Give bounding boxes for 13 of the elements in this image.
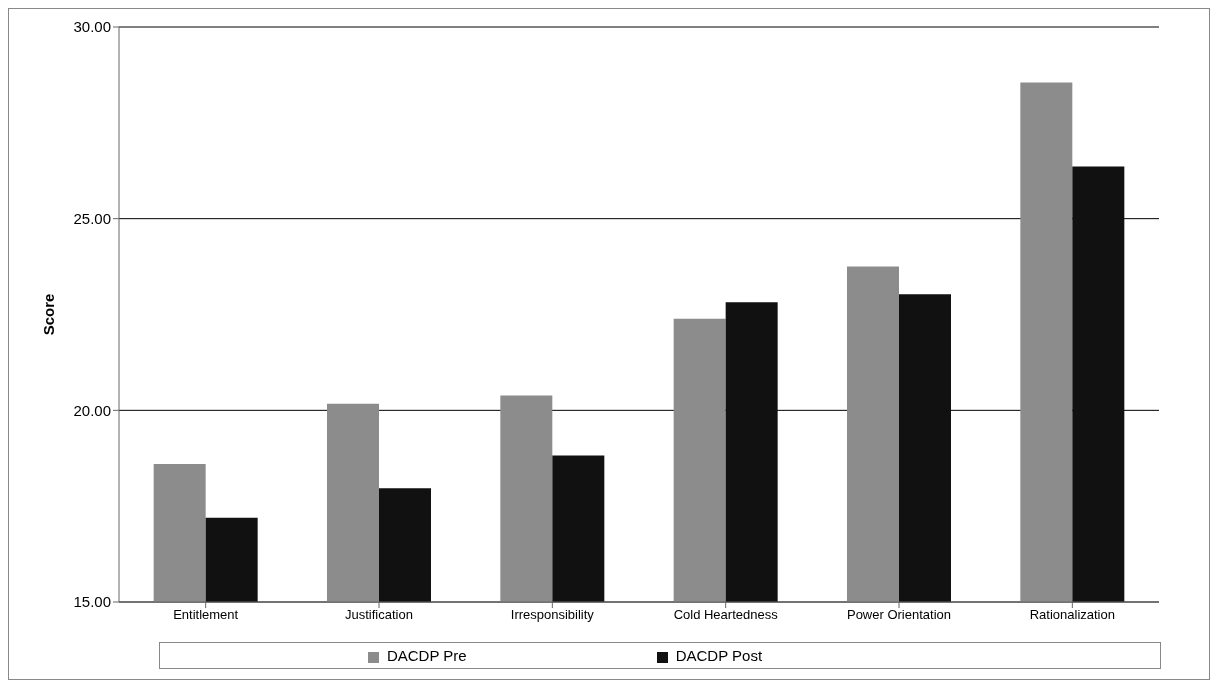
y-tick-label: 30.00	[73, 18, 111, 36]
x-tick-label: Cold Heartedness	[673, 607, 779, 623]
x-tick-label: Rationalization	[1029, 607, 1115, 623]
y-axis-title: Score	[40, 293, 58, 336]
x-tick-label: Entitlement	[173, 607, 239, 623]
x-tick-label: Justification	[345, 607, 413, 623]
legend-label: DACDP Pre	[386, 647, 467, 664]
x-tick-label: Irresponsibility	[510, 607, 595, 623]
y-tick-label: 15.00	[73, 593, 111, 611]
legend-label: DACDP Post	[675, 647, 763, 664]
y-tick-label: 20.00	[73, 401, 111, 419]
x-tick-label: Power Orientation	[846, 607, 952, 623]
y-tick-label: 25.00	[73, 209, 111, 227]
